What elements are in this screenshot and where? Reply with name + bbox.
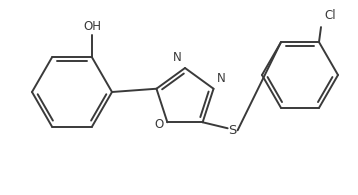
Text: Cl: Cl bbox=[324, 9, 336, 22]
Text: N: N bbox=[173, 51, 182, 64]
Text: S: S bbox=[228, 124, 237, 137]
Text: O: O bbox=[154, 118, 163, 131]
Text: N: N bbox=[217, 72, 225, 85]
Text: OH: OH bbox=[83, 20, 101, 33]
